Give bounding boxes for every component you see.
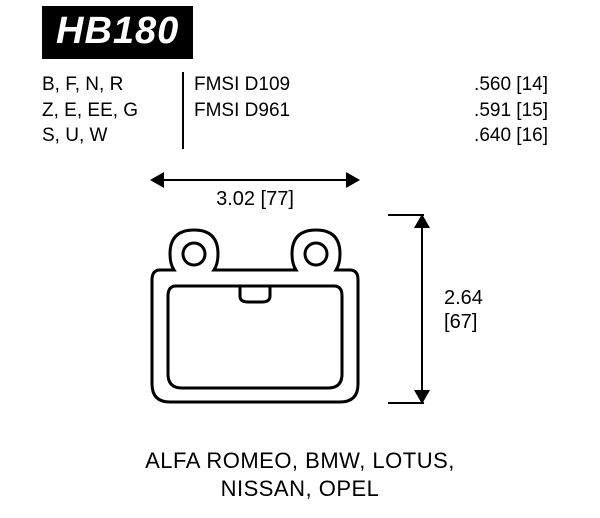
thickness-column: .560 [14] .591 [15] .640 [16] bbox=[320, 72, 548, 149]
brands-line: NISSAN, OPEL bbox=[221, 476, 380, 501]
vehicle-brands: ALFA ROMEO, BMW, LOTUS, NISSAN, OPEL bbox=[0, 447, 600, 504]
arrowhead-up-icon bbox=[414, 214, 430, 228]
part-number-header: HB180 bbox=[42, 6, 193, 59]
compounds-column: B, F, N, R Z, E, EE, G S, U, W bbox=[42, 72, 182, 149]
spec-cell: FMSI D109 bbox=[194, 72, 320, 98]
spec-cell: .640 [16] bbox=[320, 123, 548, 149]
height-arrow bbox=[412, 214, 432, 404]
spec-cell: FMSI D961 bbox=[194, 98, 320, 124]
arrowhead-left-icon bbox=[150, 172, 164, 188]
spec-cell: S, U, W bbox=[42, 123, 182, 149]
spec-cell: .591 [15] bbox=[320, 98, 548, 124]
spec-cell: .560 [14] bbox=[320, 72, 548, 98]
brake-pad-diagram: 3.02 [77] 2.64[67] bbox=[0, 160, 600, 450]
height-label: 2.64[67] bbox=[444, 286, 483, 334]
dim-line bbox=[421, 228, 423, 390]
width-arrow bbox=[150, 170, 360, 190]
brake-pad-outline bbox=[140, 214, 370, 414]
fmsi-column: FMSI D109 FMSI D961 bbox=[182, 72, 320, 149]
dim-line bbox=[164, 179, 346, 181]
brands-line: ALFA ROMEO, BMW, LOTUS, bbox=[145, 448, 455, 473]
arrowhead-right-icon bbox=[346, 172, 360, 188]
spec-table: B, F, N, R Z, E, EE, G S, U, W FMSI D109… bbox=[42, 72, 548, 149]
spec-cell: B, F, N, R bbox=[42, 72, 182, 98]
tick-line bbox=[388, 402, 424, 404]
height-dimension: 2.64[67] bbox=[400, 214, 540, 404]
spec-cell: Z, E, EE, G bbox=[42, 98, 182, 124]
width-label: 3.02 [77] bbox=[150, 188, 360, 211]
width-dimension: 3.02 [77] bbox=[150, 170, 360, 211]
